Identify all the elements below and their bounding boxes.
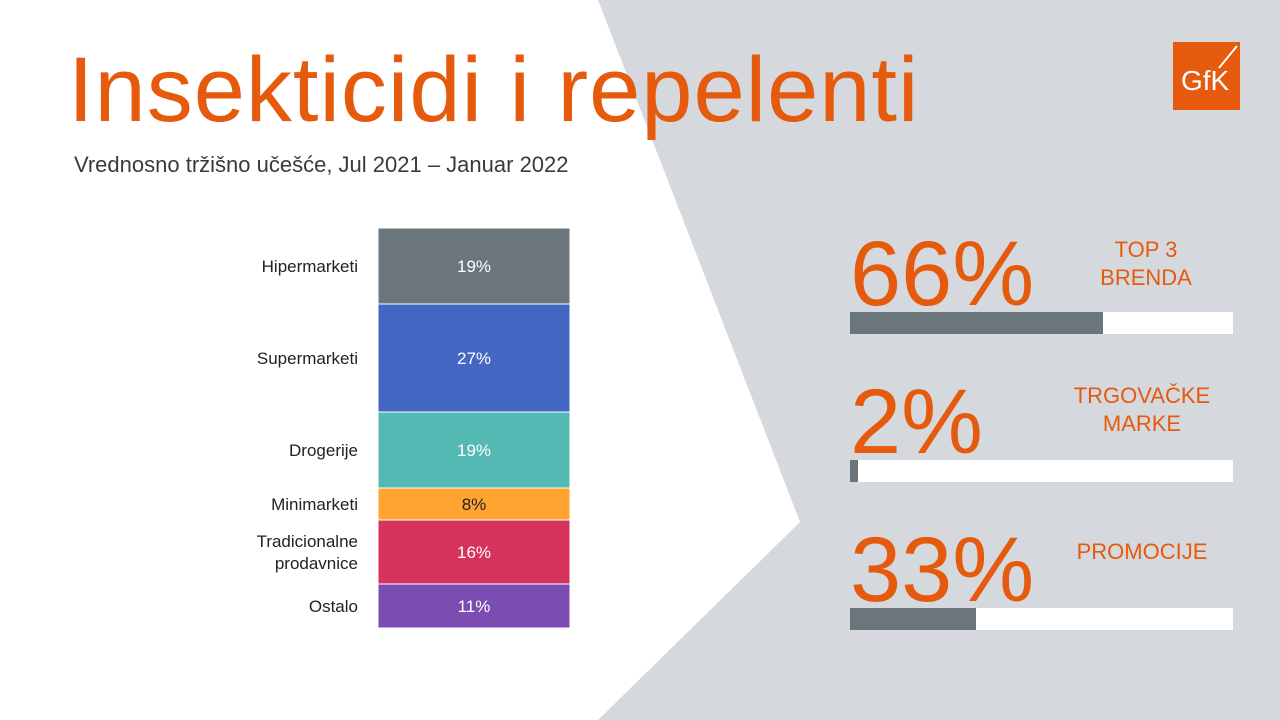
- data-label: 19%: [457, 441, 491, 460]
- bar-segment: [377, 487, 571, 521]
- data-label: 19%: [457, 257, 491, 276]
- data-label: 16%: [457, 543, 491, 562]
- kpi-value: 2%: [850, 371, 983, 473]
- kpi-progress-track: [850, 312, 1233, 334]
- logo-text: GfK: [1181, 65, 1230, 96]
- kpi-private-labels: 2% TRGOVAČKE MARKE: [850, 376, 1234, 486]
- data-label: 27%: [457, 349, 491, 368]
- kpi-progress-fill: [850, 460, 858, 482]
- kpi-caption: TRGOVAČKE MARKE: [1073, 383, 1211, 436]
- kpi-caption: TOP 3 BRENDA: [1100, 237, 1192, 290]
- category-label: Ostalo: [309, 597, 358, 616]
- bar-segment: [377, 227, 571, 305]
- bar-segment: [377, 583, 571, 629]
- kpi-progress-track: [850, 460, 1233, 482]
- category-label: Supermarketi: [257, 349, 358, 368]
- category-label: Drogerije: [289, 441, 358, 460]
- kpi-progress-fill: [850, 312, 1103, 334]
- kpi-value: 33%: [850, 519, 1035, 621]
- page-subtitle: Vrednosno tržišno učešće, Jul 2021 – Jan…: [74, 152, 569, 177]
- data-label: 11%: [458, 597, 491, 616]
- kpi-value: 66%: [850, 223, 1035, 325]
- data-label: 8%: [462, 495, 487, 514]
- gfk-logo: GfK: [1173, 42, 1240, 110]
- bar-segment: [377, 411, 571, 489]
- kpi-progress-track: [850, 608, 1233, 630]
- category-label: Hipermarketi: [262, 257, 358, 276]
- kpi-top3-brands: 66% TOP 3 BRENDA: [850, 228, 1234, 338]
- page-title: Insekticidi i repelenti: [68, 39, 920, 141]
- bar-segment: [377, 519, 571, 585]
- category-label: Minimarketi: [271, 495, 358, 514]
- kpi-promotions: 33% PROMOCIJE: [850, 524, 1234, 634]
- kpi-caption: PROMOCIJE: [1076, 539, 1208, 564]
- kpi-progress-fill: [850, 608, 977, 630]
- category-label: Tradicionalne prodavnice: [257, 532, 358, 573]
